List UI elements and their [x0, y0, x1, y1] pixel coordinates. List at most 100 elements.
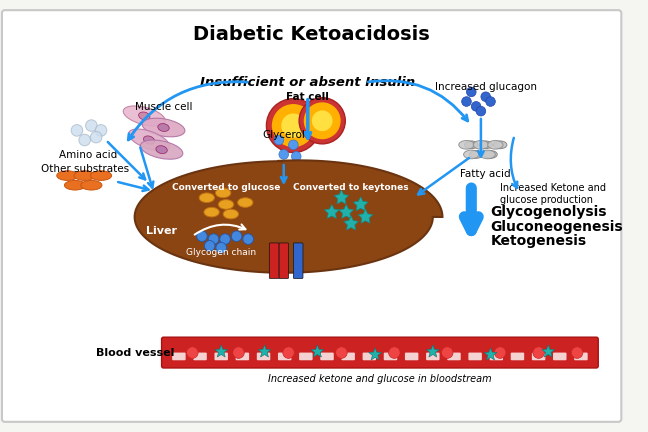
Polygon shape: [339, 204, 354, 219]
FancyBboxPatch shape: [447, 353, 461, 360]
Text: Glycerol: Glycerol: [262, 130, 305, 140]
Text: Increased Ketone and
glucose production: Increased Ketone and glucose production: [500, 183, 606, 205]
Circle shape: [71, 124, 83, 136]
FancyBboxPatch shape: [553, 353, 566, 360]
Circle shape: [281, 114, 305, 138]
Polygon shape: [135, 160, 443, 273]
Text: Other substrates: Other substrates: [41, 164, 129, 174]
Circle shape: [336, 347, 347, 359]
Circle shape: [288, 140, 298, 149]
Text: Blood vessel: Blood vessel: [96, 348, 174, 358]
Ellipse shape: [142, 118, 185, 137]
Polygon shape: [258, 345, 271, 357]
FancyBboxPatch shape: [384, 353, 397, 360]
Circle shape: [279, 149, 288, 159]
Circle shape: [204, 241, 215, 251]
FancyBboxPatch shape: [270, 243, 279, 279]
FancyBboxPatch shape: [489, 353, 503, 360]
FancyBboxPatch shape: [574, 353, 588, 360]
Circle shape: [389, 347, 400, 359]
Polygon shape: [325, 204, 339, 219]
Text: Diabetic Ketoacidosis: Diabetic Ketoacidosis: [193, 25, 430, 44]
Text: Muscle cell: Muscle cell: [135, 102, 192, 111]
Circle shape: [476, 106, 486, 116]
FancyBboxPatch shape: [320, 353, 334, 360]
Ellipse shape: [143, 136, 155, 144]
Ellipse shape: [238, 198, 253, 207]
Circle shape: [572, 347, 583, 359]
Circle shape: [208, 234, 219, 245]
Polygon shape: [542, 345, 555, 357]
Polygon shape: [426, 345, 439, 357]
Circle shape: [481, 92, 491, 102]
Ellipse shape: [141, 140, 183, 159]
Ellipse shape: [459, 140, 474, 149]
FancyBboxPatch shape: [426, 353, 439, 360]
FancyBboxPatch shape: [532, 353, 546, 360]
Polygon shape: [369, 348, 382, 360]
Text: Amino acid: Amino acid: [60, 149, 117, 160]
FancyBboxPatch shape: [214, 353, 228, 360]
Ellipse shape: [465, 141, 478, 149]
Circle shape: [467, 87, 476, 97]
Polygon shape: [358, 209, 373, 223]
Circle shape: [197, 231, 207, 241]
Text: Increased glucagon: Increased glucagon: [435, 83, 537, 92]
Text: Ketogenesis: Ketogenesis: [491, 234, 586, 248]
FancyBboxPatch shape: [172, 353, 185, 360]
Circle shape: [471, 102, 481, 111]
FancyBboxPatch shape: [2, 10, 621, 422]
Polygon shape: [334, 190, 349, 204]
Ellipse shape: [215, 188, 231, 198]
FancyBboxPatch shape: [278, 353, 292, 360]
Text: Glycogenolysis: Glycogenolysis: [491, 205, 607, 219]
Circle shape: [266, 98, 320, 152]
Circle shape: [233, 347, 244, 359]
FancyBboxPatch shape: [469, 353, 482, 360]
Ellipse shape: [493, 141, 507, 149]
FancyBboxPatch shape: [341, 353, 355, 360]
Polygon shape: [215, 345, 227, 357]
Circle shape: [243, 234, 253, 245]
Circle shape: [220, 234, 230, 245]
Circle shape: [312, 111, 332, 131]
Ellipse shape: [204, 207, 219, 217]
Polygon shape: [311, 345, 324, 357]
Polygon shape: [343, 216, 358, 230]
FancyBboxPatch shape: [294, 243, 303, 279]
Circle shape: [304, 102, 341, 139]
Circle shape: [91, 131, 102, 143]
FancyBboxPatch shape: [236, 353, 249, 360]
FancyBboxPatch shape: [405, 353, 419, 360]
Ellipse shape: [123, 106, 165, 126]
Ellipse shape: [469, 151, 483, 158]
Ellipse shape: [81, 181, 102, 190]
Circle shape: [187, 347, 198, 359]
Ellipse shape: [473, 140, 489, 149]
Ellipse shape: [479, 141, 492, 149]
Circle shape: [283, 347, 294, 359]
Circle shape: [299, 98, 345, 144]
FancyBboxPatch shape: [511, 353, 524, 360]
Ellipse shape: [64, 181, 86, 190]
FancyBboxPatch shape: [279, 243, 288, 279]
Circle shape: [441, 347, 453, 359]
Ellipse shape: [199, 193, 214, 203]
Text: Liver: Liver: [146, 226, 177, 236]
Ellipse shape: [463, 150, 479, 159]
Circle shape: [274, 135, 284, 145]
Ellipse shape: [488, 140, 503, 149]
Polygon shape: [484, 348, 497, 360]
Circle shape: [272, 104, 315, 147]
Ellipse shape: [156, 146, 167, 154]
Ellipse shape: [91, 171, 111, 181]
Circle shape: [216, 242, 227, 253]
Ellipse shape: [74, 171, 95, 181]
Circle shape: [86, 120, 97, 131]
Circle shape: [95, 124, 107, 136]
Text: Fatty acid: Fatty acid: [460, 169, 511, 179]
Ellipse shape: [457, 133, 515, 166]
Text: Converted to glucose: Converted to glucose: [172, 183, 280, 192]
FancyBboxPatch shape: [193, 353, 207, 360]
FancyBboxPatch shape: [299, 353, 312, 360]
